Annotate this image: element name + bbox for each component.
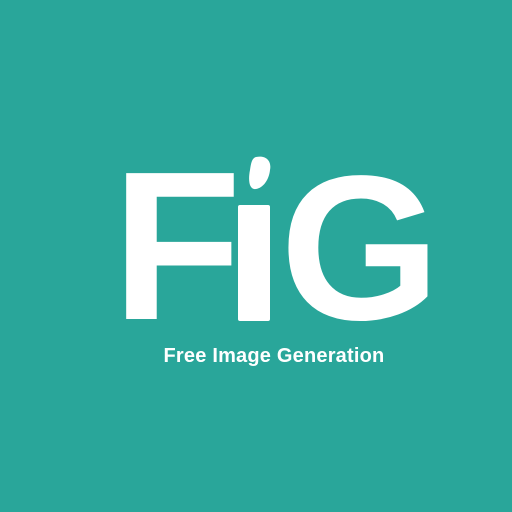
logo-letter-i-stem [238, 205, 270, 321]
tagline: Free Image Generation [163, 345, 385, 367]
logo-letter-f: F [112, 127, 242, 364]
logo-letter-i-dot [249, 156, 271, 190]
logo-letter-g: G [280, 133, 440, 363]
